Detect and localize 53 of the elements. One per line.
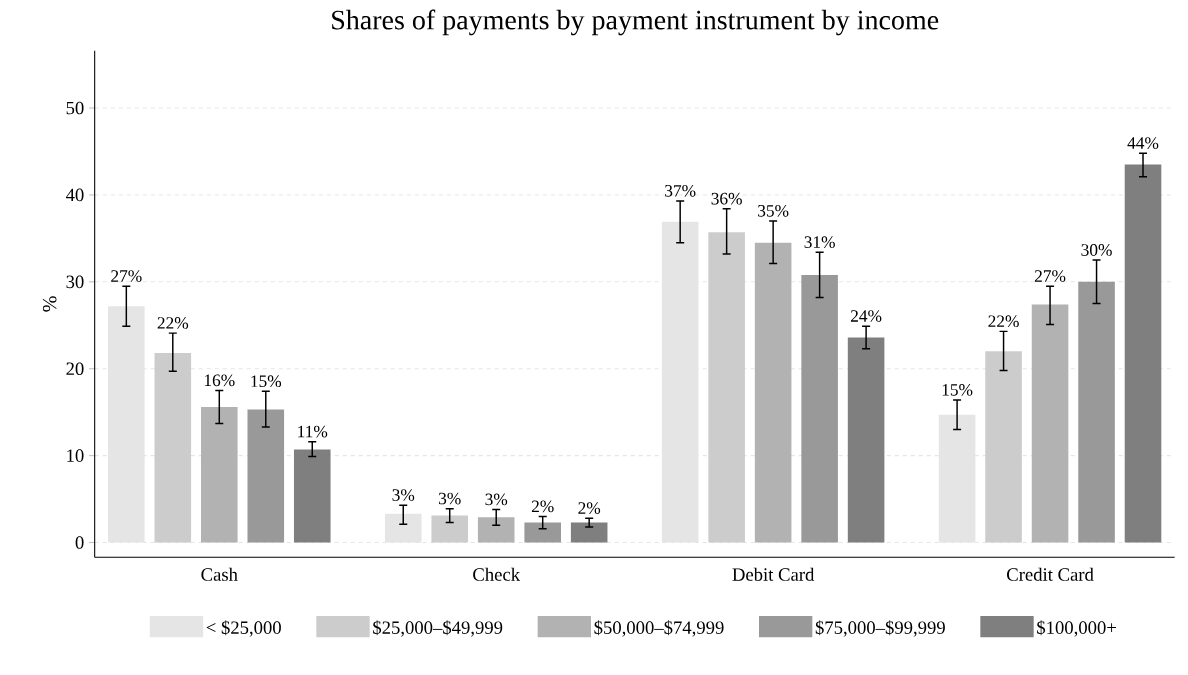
data-label: 22% (157, 317, 189, 330)
legend-label: $50,000–$74,999 (594, 620, 724, 637)
data-label: 24% (850, 310, 882, 323)
y-tick-label: 50 (66, 101, 84, 115)
y-axis-title: % (42, 296, 57, 312)
bar (754, 242, 792, 543)
data-label: 11% (298, 425, 328, 438)
y-tick-label: 20 (66, 362, 84, 376)
x-tick-label: Cash (201, 567, 238, 582)
y-tick-label: 10 (67, 449, 84, 463)
data-label: 30% (1081, 244, 1112, 257)
y-tick-label: 40 (65, 188, 84, 202)
bar (708, 232, 745, 543)
data-label: 2% (531, 500, 554, 513)
chart-title: Shares of payments by payment instrument by income (332, 9, 939, 36)
data-label: 37% (665, 185, 696, 197)
bar (570, 522, 608, 543)
data-label: 3% (485, 493, 508, 506)
data-label: 2% (578, 502, 601, 515)
legend-label: < $25,000 (206, 620, 281, 637)
y-tick-label: 0 (75, 536, 84, 550)
y-tick-label: 30 (66, 275, 84, 289)
bar (477, 517, 515, 543)
data-label: 16% (204, 374, 235, 387)
legend-label: $100,000+ (1037, 620, 1116, 637)
bar (1124, 164, 1162, 543)
bar (524, 522, 561, 543)
data-label: 27% (111, 270, 142, 283)
bar (801, 275, 838, 543)
data-label: 15% (942, 384, 973, 396)
data-label: 3% (439, 492, 461, 505)
x-tick-label: Credit Card (1007, 567, 1094, 582)
data-label: 31% (804, 236, 835, 249)
bar (154, 353, 192, 543)
data-label: 27% (1034, 270, 1066, 283)
legend-label: $75,000–$99,999 (815, 620, 945, 637)
bar (247, 409, 285, 543)
data-label: 22% (988, 315, 1019, 328)
data-label: 3% (392, 489, 415, 502)
bar (201, 407, 238, 543)
bar (847, 337, 885, 543)
data-label: 36% (711, 192, 742, 205)
data-label: 35% (758, 205, 789, 217)
x-tick-label: Check (473, 567, 521, 582)
x-tick-label: Debit Card (732, 567, 815, 582)
bar (1078, 282, 1115, 543)
data-label: 44% (1127, 137, 1159, 150)
bar (985, 351, 1022, 543)
bar (293, 449, 331, 543)
bar (431, 515, 469, 543)
data-label: 15% (251, 375, 282, 388)
legend-label: $25,000–$49,999 (373, 620, 503, 637)
bar (1031, 304, 1069, 543)
